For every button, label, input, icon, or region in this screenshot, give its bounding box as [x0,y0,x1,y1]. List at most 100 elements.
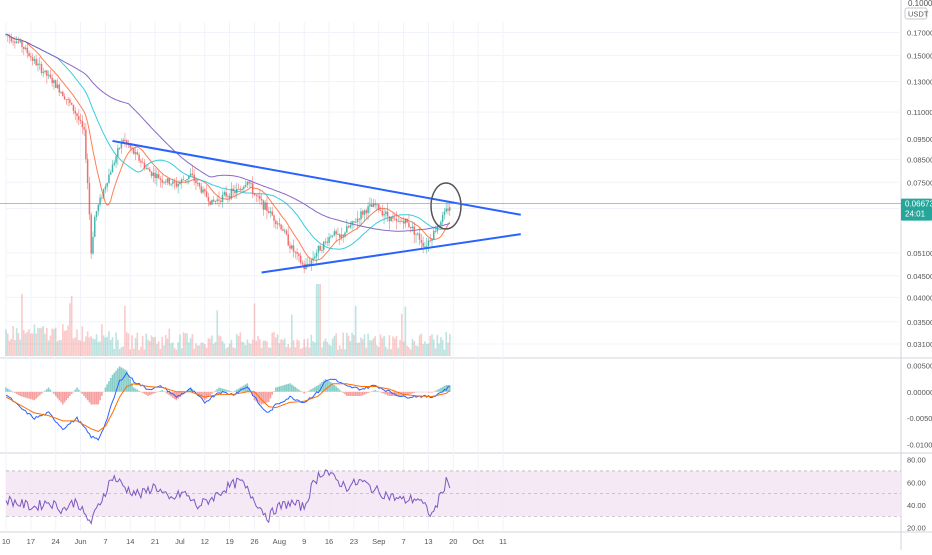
candle-body [195,180,197,184]
macd-histogram-bar [15,391,18,394]
macd-histogram-bar [166,391,169,394]
volume-bar [67,325,69,356]
macd-histogram-bar [374,390,376,392]
candle-body [312,258,314,260]
volume-bar [54,327,57,356]
macd-histogram-bar [344,391,346,395]
macd-histogram-bar [257,391,259,403]
volume-bar [315,284,318,356]
volume-bar [193,348,195,356]
macd-histogram-bar [90,391,92,405]
volume-bar [415,345,417,356]
volume-bar [85,336,87,356]
macd-histogram-bar [333,384,336,392]
candle-body [280,224,282,230]
macd-histogram-bar [33,391,36,401]
candle-body [431,239,433,241]
macd-histogram-bar [209,391,211,396]
macd-histogram-bar [404,391,407,396]
candle-body [46,70,48,76]
volume-bar [353,335,355,356]
volume-bar [386,349,389,356]
candle-body [70,102,73,105]
volume-bar [314,342,316,356]
macd-histogram-bar [69,391,71,396]
macd-histogram-bar [303,391,305,394]
volume-bar [235,333,238,356]
volume-bar [228,343,231,356]
macd-histogram-bar [330,382,332,392]
breakout-circle[interactable] [430,182,462,230]
volume-bar [21,293,23,356]
macd-histogram-bar [326,380,329,392]
candle-body [188,175,190,179]
candle-body [179,182,181,185]
resistance-trendline[interactable] [112,139,521,216]
time-tick-label: 10 [2,537,10,546]
candle-body [285,230,288,235]
volume-bar [148,341,151,356]
candle-body [383,213,385,216]
macd-histogram-bar [10,390,13,392]
macd-histogram-bar [150,391,153,395]
volume-bar [161,337,163,356]
rsi-tick-label: 20.00 [907,524,926,533]
volume-bar [5,329,7,356]
macd-histogram-bar [202,391,204,399]
candle-body [404,218,407,224]
volume-bar [244,345,247,356]
macd-histogram-bar [81,391,84,394]
volume-bar [269,347,272,356]
volume-bar [241,341,243,356]
volume-bar [211,335,213,356]
macd-tick-label: 0.00500 [907,361,932,370]
volume-bar [399,339,401,356]
candle-body [42,71,45,73]
time-tick-label: 9 [302,537,306,546]
volume-bar [248,343,250,356]
candle-body [104,186,107,190]
candle-body [37,63,39,66]
volume-bar [280,339,282,356]
volume-bar [397,347,400,356]
volume-bar [257,336,259,356]
time-tick-label: 19 [225,537,233,546]
volume-bar [335,333,337,356]
quote-currency-box[interactable] [904,7,928,20]
macd-histogram-bar [432,391,435,393]
macd-histogram-bar [436,389,439,392]
macd-histogram-bar [290,384,293,392]
candle-body [198,182,201,187]
candle-body [204,189,206,192]
rsi-tick-label: 60.00 [907,478,926,487]
volume-bar [44,333,46,356]
volume-bar [138,349,140,356]
macd-histogram-bar [136,389,139,392]
volume-bar [440,337,442,356]
volume-bar [37,327,39,356]
candle-body [269,211,272,213]
candle-body [420,239,423,243]
volume-bar [65,330,68,356]
volume-bar [390,349,392,356]
macd-histogram-bar [447,384,449,392]
macd-histogram-bar [212,391,215,393]
macd-histogram-bar [172,391,174,398]
support-trendline[interactable] [261,233,521,274]
macd-histogram-bar [159,390,162,392]
volume-bar [154,336,156,356]
volume-bar [367,333,369,356]
macd-histogram-bar [102,391,105,393]
macd-histogram-bar [376,390,378,392]
candle-body [422,242,424,247]
volume-bar [402,341,405,356]
macd-histogram-bar [324,379,327,392]
volume-bar [354,305,357,356]
candle-body [67,99,69,100]
macd-histogram-bar [234,390,236,392]
time-tick-label: 7 [402,537,406,546]
candle-body [260,198,263,201]
